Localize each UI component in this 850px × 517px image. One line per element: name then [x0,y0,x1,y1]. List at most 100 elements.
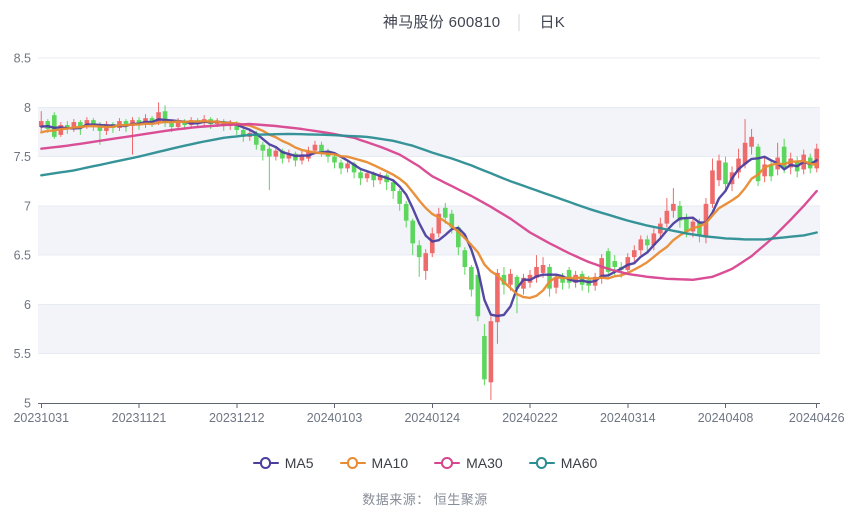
candle-body [377,175,383,181]
candle-body [540,265,546,273]
candle-body [423,253,429,271]
candle-body [397,191,402,204]
candle-body [664,210,670,224]
candle-body [162,111,168,124]
candle-body [690,221,696,232]
candle-body [749,136,754,147]
x-axis-label: 20231031 [13,411,69,425]
ma10-line [40,119,818,300]
candle-body [631,250,637,258]
ma5-legend-label: MA5 [284,455,314,471]
ma5-legend-marker [252,456,279,470]
candle-body [410,220,416,244]
candle-body [762,164,767,177]
price-band [38,304,820,354]
candle-body [390,182,396,192]
candle-body [462,250,468,267]
ma30-legend-marker [434,456,461,470]
x-axis-label: 20240314 [600,411,656,425]
candle-body [371,173,376,181]
x-axis-label: 20231121 [112,411,167,425]
candle-body [273,150,279,157]
candle-body [71,122,77,129]
candle-body [566,269,572,283]
candle-body [768,164,774,177]
price-band [38,205,820,256]
y-axis-label: 6.5 [14,249,31,263]
candle-body [723,162,728,185]
candle-body [429,233,435,254]
x-axis-label: 20240103 [307,411,363,425]
candle-body [475,274,481,317]
ma60-legend-label: MA60 [560,455,598,471]
candle-body [358,172,363,179]
ma60-legend-marker [528,456,555,470]
candle-body [286,153,292,159]
candle-body [351,163,357,173]
candle-body [736,158,741,173]
legend-item-ma5[interactable]: MA5 [252,455,314,471]
candle-body [416,245,422,258]
candle-body [814,148,820,169]
candle-body [169,123,174,127]
legend-item-ma30[interactable]: MA30 [434,455,503,471]
y-axis-label: 7 [24,199,31,213]
candle-body [482,335,487,380]
candle-body [332,156,337,163]
candle-body [456,227,461,248]
candle-body [625,257,631,270]
candle-body [697,221,702,236]
x-axis-label: 20240124 [404,411,460,425]
candle-body [149,118,155,123]
candle-body [299,154,305,161]
y-axis-label: 7.5 [14,150,31,164]
candle-body [91,120,96,126]
candle-body [553,277,559,288]
candle-body [612,261,618,267]
candle-body [781,146,787,168]
candle-body [534,266,539,278]
candle-body [560,277,565,283]
x-axis-label: 20240222 [502,411,558,425]
candle-body [716,160,722,181]
candle-body [436,213,442,234]
stock-name-code: 神马股份 600810 [382,14,501,31]
candle-body [240,129,246,137]
candle-body [136,120,142,125]
candle-body [364,173,370,179]
candle-body [514,276,520,289]
candle-body [788,158,793,168]
y-axis-label: 5.5 [14,347,31,361]
candle-body [449,213,455,228]
candle-body [469,266,474,290]
y-axis-label: 8 [24,101,31,115]
candle-body [403,203,409,221]
x-axis-label: 20231212 [209,411,265,425]
candle-body [254,132,259,145]
candle-body [710,170,715,204]
candle-body [51,115,57,137]
y-axis-label: 5 [24,397,31,411]
candle-body [488,321,494,383]
candle-body [599,258,604,279]
ma5-line [40,118,818,318]
candle-body [280,150,285,159]
candle-body [442,207,448,218]
candle-body [175,121,181,127]
candle-body [645,239,650,246]
candle-body [547,266,552,289]
ma-legend: MA5 MA10 MA30 MA60 [0,452,850,474]
x-axis-label: 20240426 [789,411,845,425]
legend-item-ma10[interactable]: MA10 [339,455,408,471]
candle-body [605,251,611,272]
x-axis-label: 20240408 [698,411,754,425]
candle-body [579,273,585,285]
legend-item-ma60[interactable]: MA60 [528,455,598,471]
chart-title: 神马股份 600810 │ 日K [383,11,565,32]
candle-body [742,142,748,165]
candle-body [156,112,161,123]
data-source-note: 数据来源： 恒生聚源 [362,492,488,507]
y-axis-label: 8.5 [14,52,31,66]
candle-body [671,203,676,211]
candle-body [495,272,500,323]
